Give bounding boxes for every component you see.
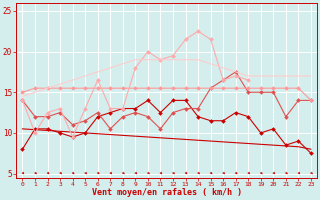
X-axis label: Vent moyen/en rafales ( km/h ): Vent moyen/en rafales ( km/h ) (92, 188, 242, 197)
